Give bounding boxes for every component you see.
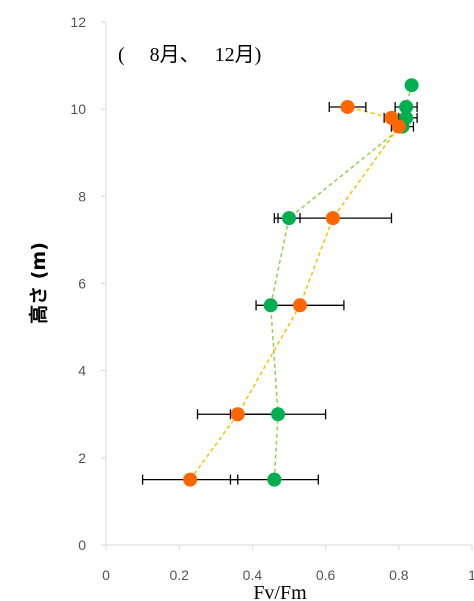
x-tick-label: 0	[102, 567, 110, 583]
series-1-line	[189, 106, 400, 481]
series-1-point	[183, 472, 198, 487]
series-1-point	[384, 110, 399, 125]
y-tick-label: 8	[78, 188, 86, 204]
series-0-point	[399, 99, 414, 114]
y-tick-label: 10	[70, 101, 86, 117]
series-1-point	[340, 99, 355, 114]
series-1-point	[325, 211, 340, 226]
x-tick-label: 1	[468, 567, 474, 583]
y-axis-title: 高さ (m)	[27, 242, 50, 324]
series-0-line	[269, 85, 413, 480]
legend-annotation: ( 8月、 12月)	[118, 44, 261, 66]
plot-area	[141, 78, 419, 487]
x-axis-title: Fv/Fm	[253, 582, 307, 601]
x-tick-label: 0.8	[389, 567, 409, 583]
series-0-point	[263, 298, 278, 313]
y-tick-label: 0	[78, 537, 86, 553]
y-tick-label: 2	[78, 450, 86, 466]
series-0-point	[404, 78, 419, 93]
series-1-point	[230, 407, 245, 422]
y-tick-label: 6	[78, 276, 86, 292]
series-0-point	[271, 407, 286, 422]
y-tick-label: 4	[78, 363, 86, 379]
x-tick-label: 0.2	[169, 567, 189, 583]
series-0-point	[267, 472, 282, 487]
series-1-point	[292, 298, 307, 313]
series-0-point	[282, 211, 296, 226]
y-tick-label: 12	[70, 14, 86, 30]
axes: 0 2 4 6 8 10 12 0 0.2 0.4 0.6 0.8 1	[70, 14, 474, 583]
x-tick-label: 0.4	[243, 567, 263, 583]
x-tick-label: 0.6	[316, 567, 336, 583]
